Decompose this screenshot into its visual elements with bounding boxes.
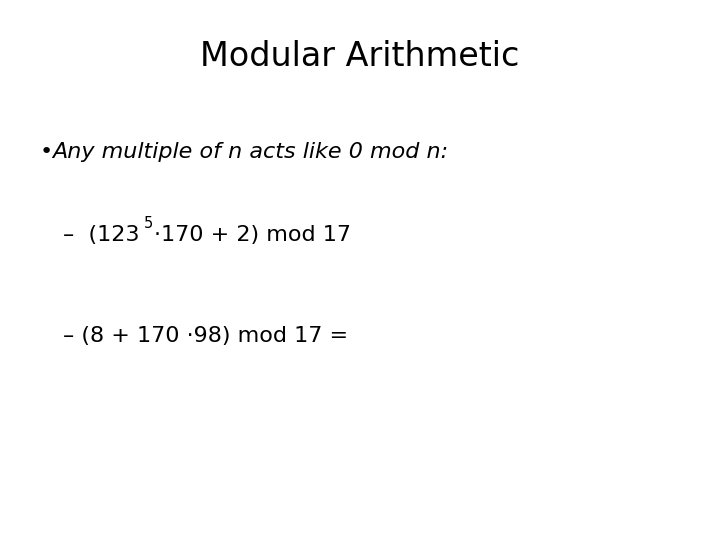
- Text: – (8 + 170 ·98) mod 17 =: – (8 + 170 ·98) mod 17 =: [63, 326, 348, 346]
- Text: Any multiple of n acts like 0 mod n:: Any multiple of n acts like 0 mod n:: [52, 142, 448, 163]
- Text: •: •: [40, 142, 53, 163]
- Text: Modular Arithmetic: Modular Arithmetic: [200, 40, 520, 73]
- Text: 5: 5: [144, 215, 153, 231]
- Text: –  (123: – (123: [63, 225, 140, 245]
- Text: ·170 + 2) mod 17: ·170 + 2) mod 17: [154, 225, 351, 245]
